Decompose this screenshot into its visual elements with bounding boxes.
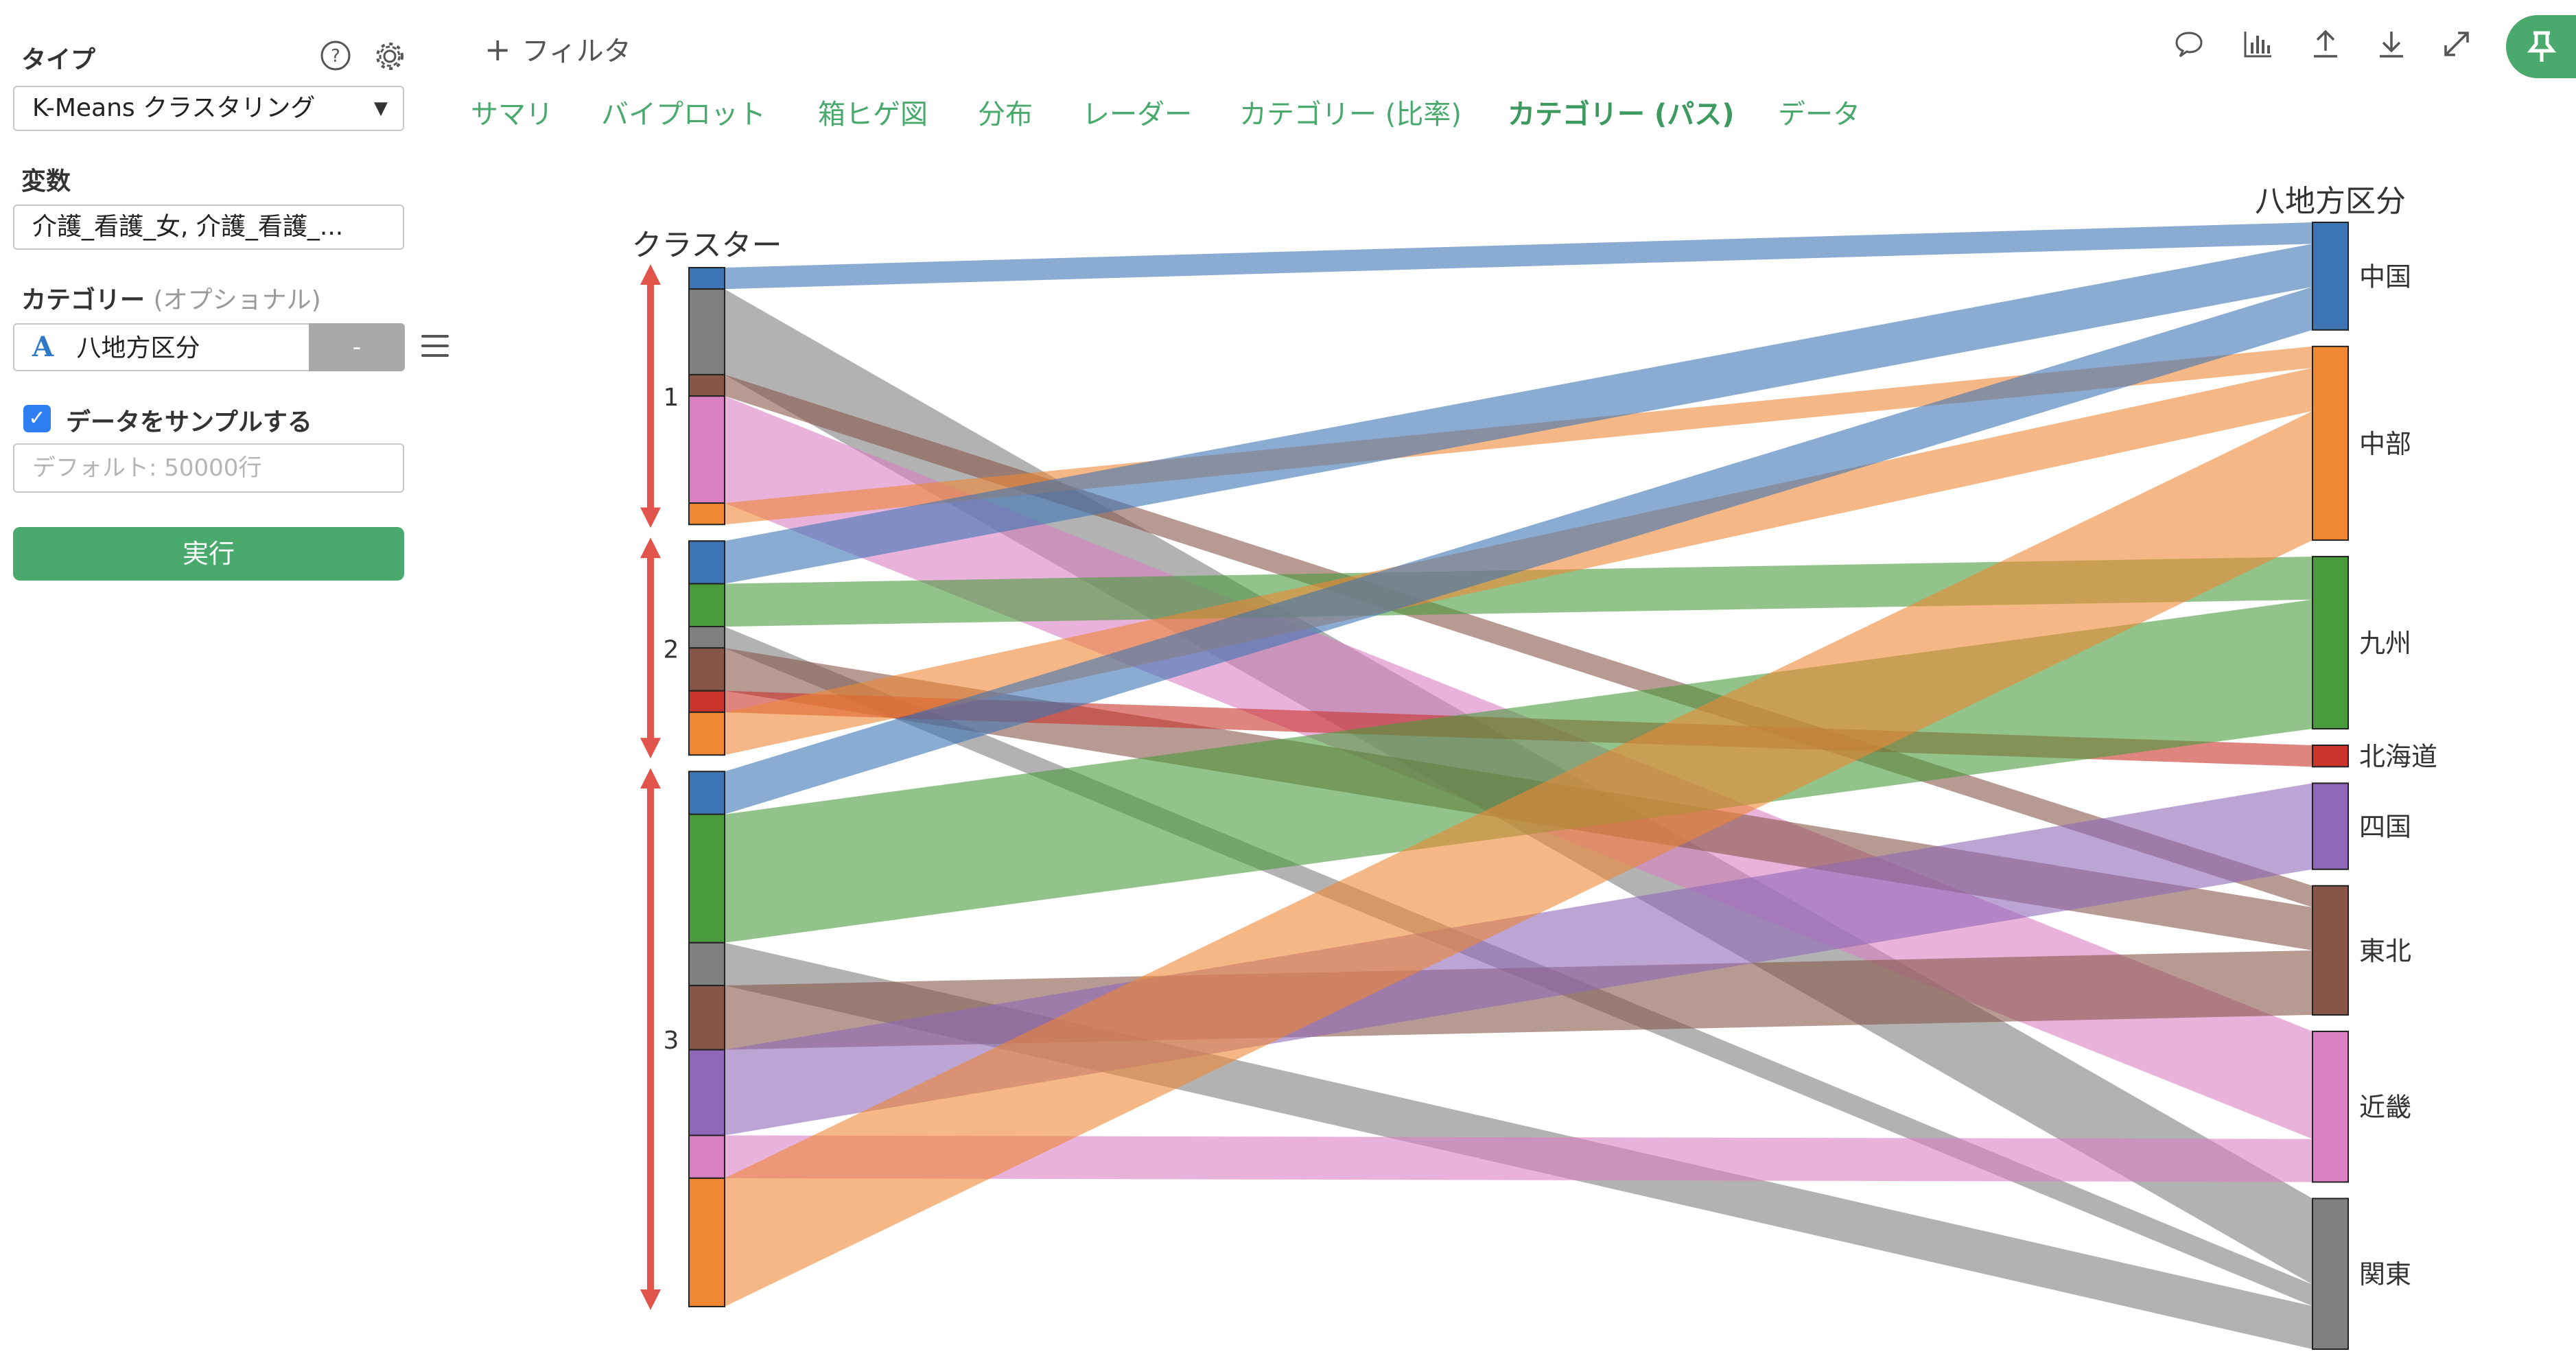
gear-icon[interactable] <box>373 40 406 73</box>
settings-panel: タイプ ? K-Means クラスタリング ▼ 変数 介護_看護_女, 介護_看… <box>0 0 449 1367</box>
flow-band[interactable] <box>725 287 2312 815</box>
category-label: カテゴリー (オプショナル) <box>21 280 321 316</box>
chevron-down-icon: ▼ <box>374 98 388 119</box>
help-icon[interactable]: ? <box>320 40 351 71</box>
cluster-segment[interactable] <box>688 771 725 815</box>
type-select[interactable]: K-Means クラスタリング ▼ <box>13 86 404 131</box>
pin-button[interactable] <box>2506 15 2576 78</box>
sample-label: データをサンプルする <box>66 408 312 436</box>
export-icon[interactable] <box>2310 27 2341 60</box>
tab-boxplot[interactable]: 箱ヒゲ図 <box>818 99 928 130</box>
region-label: 関東 <box>2359 1259 2411 1289</box>
cluster-segment[interactable] <box>688 502 725 526</box>
flow-band[interactable] <box>725 410 2312 1307</box>
category-label-text: カテゴリー <box>21 286 145 314</box>
region-label: 北海道 <box>2359 742 2437 772</box>
cluster-segment[interactable] <box>688 395 725 504</box>
cluster-segment[interactable] <box>688 647 725 692</box>
category-select-value: 八地方区分 <box>76 334 200 362</box>
flow-band[interactable] <box>725 244 2312 584</box>
region-label: 九州 <box>2359 629 2411 659</box>
region-node[interactable] <box>2312 885 2349 1016</box>
region-node[interactable] <box>2312 222 2349 331</box>
cluster-label: 2 <box>664 635 679 664</box>
region-node[interactable] <box>2312 556 2349 729</box>
tab-radar[interactable]: レーダー <box>1082 99 1192 130</box>
tab-category-ratio[interactable]: カテゴリー (比率) <box>1239 99 1462 130</box>
tab-category-path[interactable]: カテゴリー (パス) <box>1508 99 1735 130</box>
flow-band[interactable] <box>725 1135 2312 1182</box>
expand-icon[interactable] <box>2440 27 2473 60</box>
region-label: 四国 <box>2359 812 2411 842</box>
type-select-value: K-Means クラスタリング <box>32 94 316 122</box>
bar-chart-icon[interactable] <box>2241 27 2274 60</box>
variables-field[interactable]: 介護_看護_女, 介護_看護_... <box>13 205 404 250</box>
cluster-segment[interactable] <box>688 373 725 397</box>
tab-biplot[interactable]: バイプロット <box>601 99 766 130</box>
category-select[interactable]: A 八地方区分 <box>13 323 309 371</box>
cluster-segment[interactable] <box>688 942 725 987</box>
cluster-segment[interactable] <box>688 288 725 375</box>
menu-icon[interactable] <box>421 335 449 360</box>
tab-summary[interactable]: サマリ <box>471 99 553 130</box>
cluster-segment[interactable] <box>688 690 725 713</box>
flow-band[interactable] <box>725 557 2312 627</box>
region-label: 中国 <box>2359 261 2411 292</box>
region-node[interactable] <box>2312 744 2349 768</box>
left-axis-title: クラスター <box>631 228 782 263</box>
text-type-icon: A <box>32 331 54 363</box>
comment-icon[interactable] <box>2173 27 2205 60</box>
add-filter-label: フィルタ <box>522 36 631 67</box>
cluster-segment[interactable] <box>688 1134 725 1179</box>
plus-icon: + <box>484 31 511 68</box>
svg-text:?: ? <box>331 46 340 67</box>
cluster-segment[interactable] <box>688 583 725 628</box>
region-node[interactable] <box>2312 345 2349 541</box>
run-button[interactable]: 実行 <box>13 527 404 581</box>
add-filter-button[interactable]: + フィルタ <box>484 29 631 69</box>
region-label: 中部 <box>2359 429 2411 459</box>
variables-label: 変数 <box>21 167 71 196</box>
pin-icon <box>2527 31 2557 62</box>
region-label: 近畿 <box>2359 1093 2411 1123</box>
cluster-segment[interactable] <box>688 813 725 944</box>
download-icon[interactable] <box>2376 27 2407 60</box>
region-node[interactable] <box>2312 782 2349 870</box>
cluster-label: 3 <box>664 1027 679 1055</box>
region-node[interactable] <box>2312 1197 2349 1351</box>
cluster-segment[interactable] <box>688 1177 725 1308</box>
tab-data[interactable]: データ <box>1778 99 1860 130</box>
cluster-segment[interactable] <box>688 1049 725 1136</box>
sample-rows-input[interactable]: デフォルト: 50000行 <box>13 443 404 493</box>
sample-checkbox[interactable]: ✓ <box>23 405 51 432</box>
cluster-segment[interactable] <box>688 711 725 756</box>
cluster-segment[interactable] <box>688 540 725 585</box>
cluster-label: 1 <box>664 384 679 412</box>
cluster-segment[interactable] <box>688 626 725 649</box>
cluster-segment[interactable] <box>688 985 725 1051</box>
category-optional-text: (オプショナル) <box>153 286 321 314</box>
cluster-segment[interactable] <box>688 267 725 290</box>
flow-band[interactable] <box>725 222 2312 290</box>
region-node[interactable] <box>2312 1030 2349 1183</box>
region-label: 東北 <box>2359 936 2411 966</box>
category-clear-button[interactable]: - <box>309 323 405 371</box>
type-label: タイプ <box>21 46 96 74</box>
right-axis-title: 八地方区分 <box>2255 184 2406 219</box>
tab-distribution[interactable]: 分布 <box>978 99 1033 130</box>
